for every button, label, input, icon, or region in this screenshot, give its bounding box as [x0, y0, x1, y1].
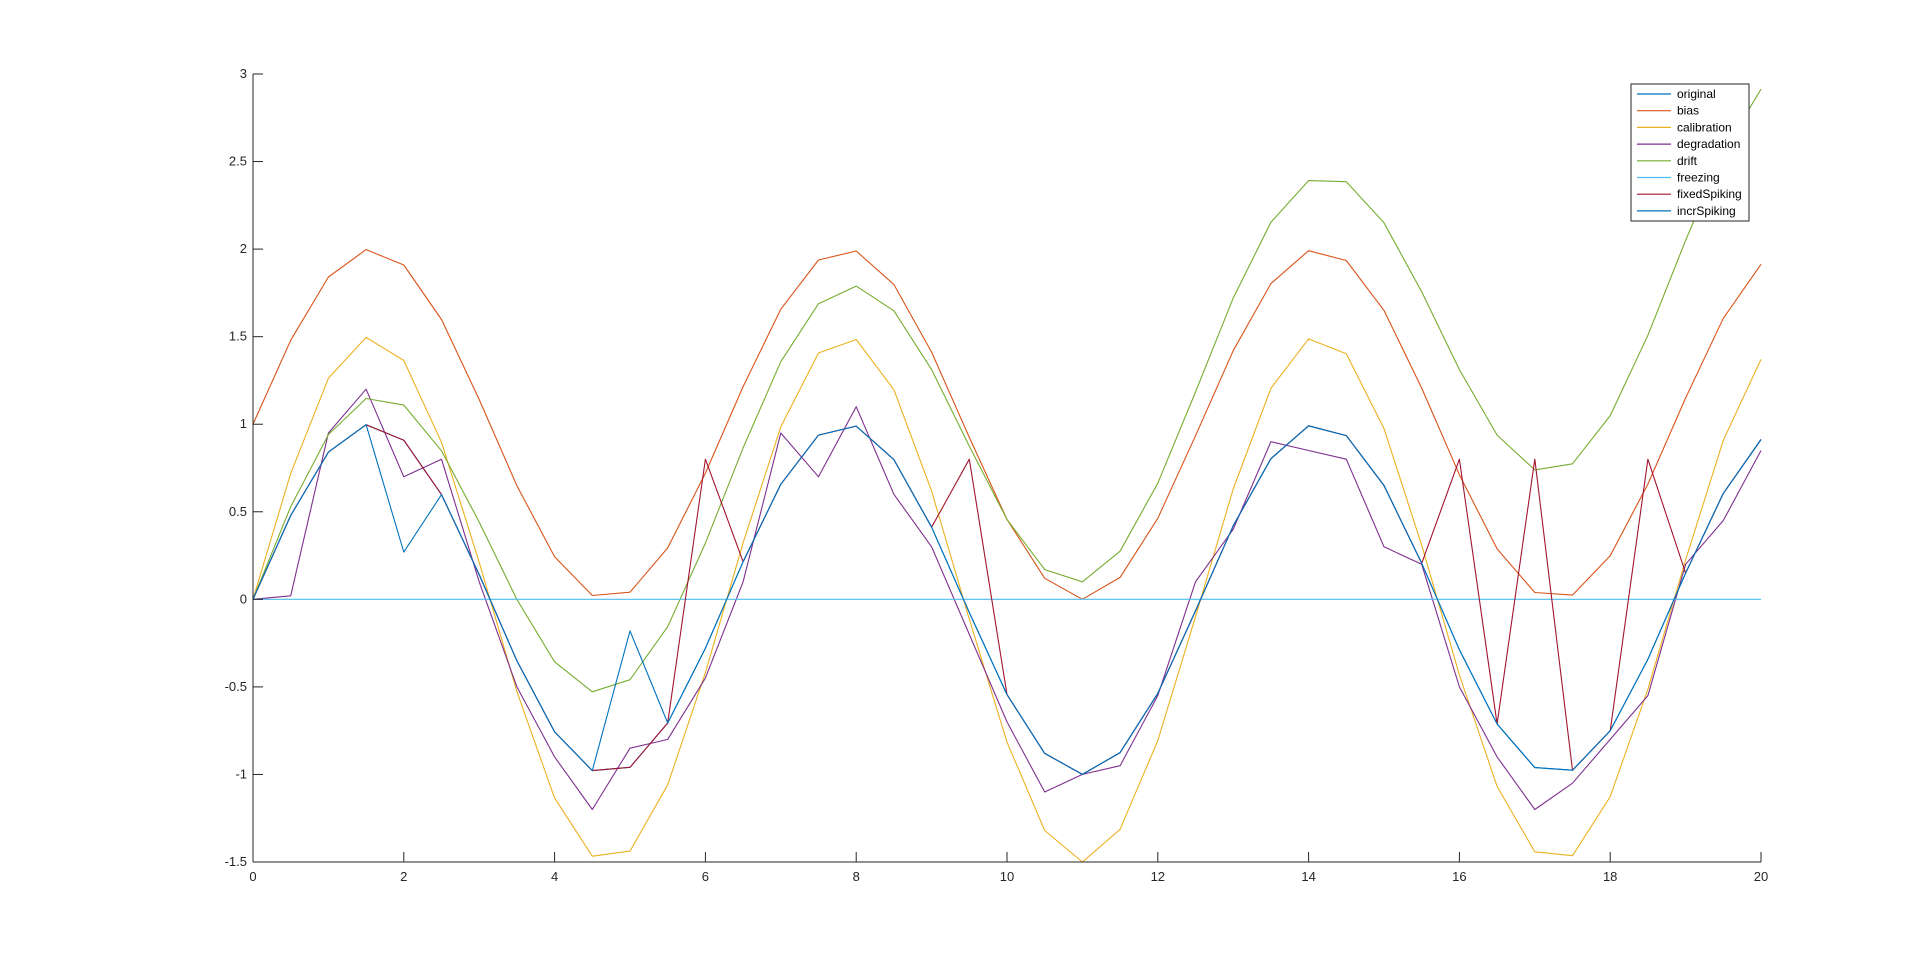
legend-box: [1630, 83, 1750, 222]
x-tick-label: 0: [249, 869, 256, 884]
y-tick-label: -0.5: [225, 679, 247, 694]
x-tick-label: 20: [1754, 869, 1768, 884]
legend-label-degradation: degradation: [1677, 137, 1740, 151]
x-tick-label: 18: [1603, 869, 1617, 884]
legend-label-fixedSpiking: fixedSpiking: [1677, 187, 1742, 201]
series-line-degradation: [252, 388, 1762, 811]
y-tick-label: 0: [240, 591, 247, 606]
y-tick-label: 1.5: [229, 329, 247, 344]
legend-items: original bias calibration degradation drift f…: [1637, 87, 1742, 218]
series-line-calibration: [252, 336, 1762, 863]
x-tick-label: 4: [551, 869, 558, 884]
series-layer: [252, 88, 1762, 863]
legend-label-incrSpiking: incrSpiking: [1677, 204, 1736, 218]
legend-label-calibration: calibration: [1677, 120, 1732, 134]
legend-label-original: original: [1677, 87, 1716, 101]
series-line-incrSpiking: [252, 424, 1762, 775]
series-line-drift: [252, 88, 1762, 693]
legend-label-bias: bias: [1677, 104, 1699, 118]
y-ticks: -1.5 -1 -0.5 0 0.5 1 1.5 2 2.5 3: [225, 66, 263, 869]
x-tick-label: 12: [1151, 869, 1165, 884]
x-ticks: 0 2 4 6 8 10 12 14 16 18 20: [249, 852, 1768, 884]
x-tick-label: 10: [1000, 869, 1014, 884]
plot-area: 0 2 4 6 8 10 12 14 16 18 20 -1.5 -1 -0.5 0 0.5 1 1.5 2 2.5…: [225, 66, 1769, 884]
y-tick-label: -1: [235, 766, 247, 781]
x-tick-label: 14: [1301, 869, 1315, 884]
y-tick-label: -1.5: [225, 854, 247, 869]
x-tick-label: 8: [853, 869, 860, 884]
y-tick-label: 3: [240, 66, 247, 81]
y-tick-label: 2: [240, 241, 247, 256]
x-tick-label: 16: [1452, 869, 1466, 884]
legend-label-drift: drift: [1677, 154, 1698, 168]
legend-label-freezing: freezing: [1677, 171, 1720, 185]
y-tick-label: 1: [240, 416, 247, 431]
x-tick-label: 2: [400, 869, 407, 884]
y-tick-label: 0.5: [229, 504, 247, 519]
legend: original bias calibration degradation drift f…: [1630, 83, 1750, 222]
axes-background: [253, 74, 1761, 862]
y-tick-label: 2.5: [229, 154, 247, 169]
x-tick-label: 6: [702, 869, 709, 884]
